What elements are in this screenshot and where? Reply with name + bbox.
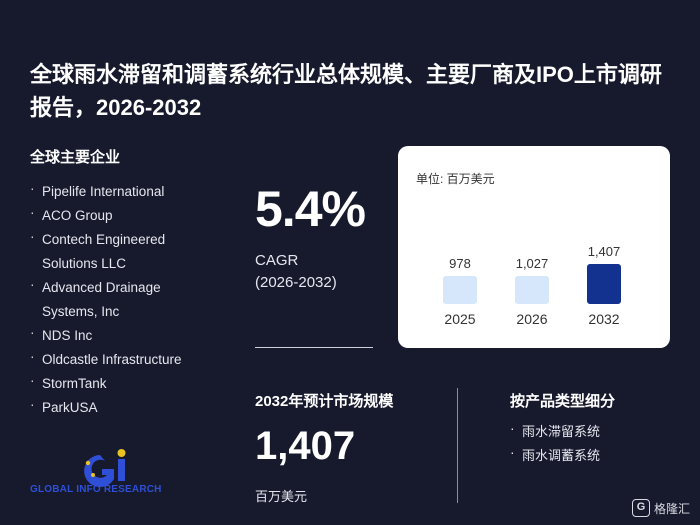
list-item: ParkUSA xyxy=(30,392,230,420)
list-item: StormTank xyxy=(30,368,230,396)
chart-unit-label: 单位: 百万美元 xyxy=(416,172,495,186)
bar-2032 xyxy=(587,264,621,304)
list-item: Oldcastle Infrastructure xyxy=(30,344,230,372)
segment-list: 雨水滞留系统 雨水调蓄系统 xyxy=(510,416,600,468)
company-name: Contech Engineered Solutions LLC xyxy=(42,232,166,271)
category-label: 2032 xyxy=(588,311,619,327)
list-item: ACO Group xyxy=(30,200,230,228)
list-item: 雨水滞留系统 xyxy=(510,416,600,444)
company-name: Advanced Drainage Systems, Inc xyxy=(42,280,161,319)
category-label: 2026 xyxy=(516,311,547,327)
watermark-icon: G xyxy=(631,499,650,517)
vertical-divider xyxy=(457,388,458,503)
cagr-period: (2026-2032) xyxy=(255,274,337,291)
cagr-label: CAGR (2026-2032) xyxy=(255,250,337,294)
list-item: 雨水调蓄系统 xyxy=(510,440,600,468)
list-item: Pipelife International xyxy=(30,176,230,204)
cagr-value: 5.4% xyxy=(255,181,366,237)
bar-2025 xyxy=(443,276,477,304)
market-size-unit: 百万美元 xyxy=(255,489,308,504)
watermark-text: 格隆汇 xyxy=(653,501,690,516)
page-title: 全球雨水滞留和调蓄系统行业总体规模、主要厂商及IPO上市调研报告，2026-20… xyxy=(30,62,662,120)
list-item: Contech Engineered Solutions LLC xyxy=(30,224,230,276)
companies-heading: 全球主要企业 xyxy=(30,149,121,166)
data-label: 978 xyxy=(449,256,471,271)
watermark: G 格隆汇 xyxy=(631,499,690,517)
list-item: Advanced Drainage Systems, Inc xyxy=(30,272,230,324)
bar-chart-card: 单位: 百万美元 978 2025 1,027 2026 1,407 2032 xyxy=(398,146,670,348)
bar-2026 xyxy=(515,276,549,304)
gi-logo-icon xyxy=(84,449,126,487)
category-label: 2025 xyxy=(444,311,475,327)
data-label: 1,407 xyxy=(588,244,621,259)
list-item: NDS Inc xyxy=(30,320,230,348)
divider-line xyxy=(255,347,373,348)
cagr-label-text: CAGR xyxy=(255,252,299,269)
logo-text: GLOBAL INFO RESEARCH xyxy=(30,484,162,495)
data-label: 1,027 xyxy=(516,256,549,271)
bar-chart: 978 2025 1,027 2026 1,407 2032 xyxy=(443,244,621,327)
segment-heading: 按产品类型细分 xyxy=(510,393,616,410)
market-size-heading: 2032年预计市场规模 xyxy=(255,393,394,410)
market-size-value: 1,407 xyxy=(255,424,356,468)
company-list: Pipelife International ACO Group Contech… xyxy=(30,176,230,420)
